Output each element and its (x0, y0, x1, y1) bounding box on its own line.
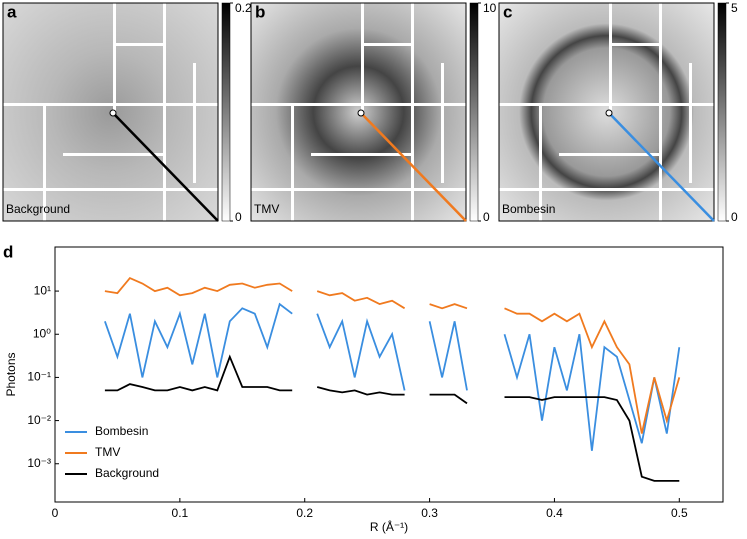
colorbar-tick-label: 0.2 (235, 1, 252, 15)
y-axis-label: Photons (4, 352, 18, 396)
image-frame (250, 2, 467, 222)
x-tick-label: 0.5 (671, 506, 688, 520)
x-tick-label: 0 (52, 506, 59, 520)
tile-gap (411, 3, 414, 221)
y-tick-label: 10⁻² (27, 413, 51, 427)
x-tick-label: 0.2 (296, 506, 313, 520)
tile-gap (559, 153, 659, 156)
legend-label: Bombesin (95, 424, 148, 438)
colorbar-tick-label: 0 (483, 210, 490, 224)
y-tick-label: 10¹ (34, 283, 51, 297)
image-label: TMV (254, 202, 279, 216)
panel-label: c (503, 2, 512, 21)
tile-gap (3, 188, 218, 191)
data-line (104, 277, 681, 434)
x-tick-label: 0.1 (172, 506, 189, 520)
tile-gap (251, 188, 466, 191)
panel-label: b (255, 2, 265, 21)
tile-gap (63, 153, 163, 156)
tile-gap (113, 3, 116, 112)
tile-gap (539, 103, 542, 221)
detector-panel: a Background 0 0.2 (2, 1, 252, 224)
tile-gap (609, 3, 612, 112)
x-axis-label: R (Å⁻¹) (370, 519, 408, 534)
tile-gap (361, 3, 364, 112)
tile-gap (609, 43, 659, 46)
colorbar-tick-label: 0 (235, 210, 242, 224)
tile-gap (193, 63, 196, 183)
tile-gap (689, 63, 692, 183)
x-tick-label: 0.4 (546, 506, 563, 520)
colorbar-tick-label: 10 (483, 1, 497, 15)
tile-gap (251, 103, 466, 106)
data-line (104, 354, 680, 482)
legend-label: Background (95, 466, 159, 480)
image-label: Bombesin (502, 202, 555, 216)
panel-label: a (7, 2, 17, 21)
detector-panel: b TMV 0 10 (250, 1, 497, 224)
radial-line (360, 112, 467, 222)
plot-frame (54, 246, 724, 503)
tile-gap (113, 43, 163, 46)
tile-gap (163, 3, 166, 221)
detector-panel: c Bombesin 0 5 (498, 1, 738, 224)
y-tick-label: 10⁻¹ (27, 370, 51, 384)
x-tick-label: 0.3 (421, 506, 438, 520)
image-frame (498, 2, 715, 222)
tile-gap (3, 103, 218, 106)
panel-label: d (3, 242, 13, 261)
colorbar (717, 2, 727, 222)
image-frame (2, 2, 219, 222)
legend-label: TMV (95, 445, 120, 459)
beam-center (357, 109, 365, 117)
image-label: Background (6, 202, 70, 216)
tile-gap (311, 153, 411, 156)
tile-gap (499, 103, 714, 106)
y-tick-label: 10⁻³ (27, 456, 51, 470)
radial-line (608, 112, 715, 222)
radial-line (112, 112, 219, 222)
tile-gap (43, 103, 46, 221)
colorbar (221, 2, 231, 222)
tile-gap (659, 3, 662, 221)
beam-center (109, 109, 117, 117)
y-tick-label: 10⁰ (33, 326, 51, 340)
tile-gap (441, 63, 444, 183)
tile-gap (291, 103, 294, 221)
colorbar (469, 2, 479, 222)
tile-gap (361, 43, 411, 46)
data-line (104, 302, 681, 451)
colorbar-tick-label: 5 (731, 1, 738, 15)
colorbar-tick-label: 0 (731, 210, 738, 224)
tile-gap (499, 188, 714, 191)
beam-center (605, 109, 613, 117)
